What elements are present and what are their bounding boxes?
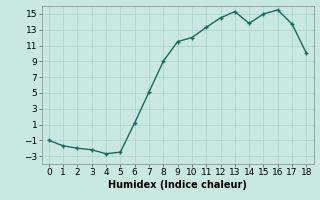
X-axis label: Humidex (Indice chaleur): Humidex (Indice chaleur) [108,180,247,190]
